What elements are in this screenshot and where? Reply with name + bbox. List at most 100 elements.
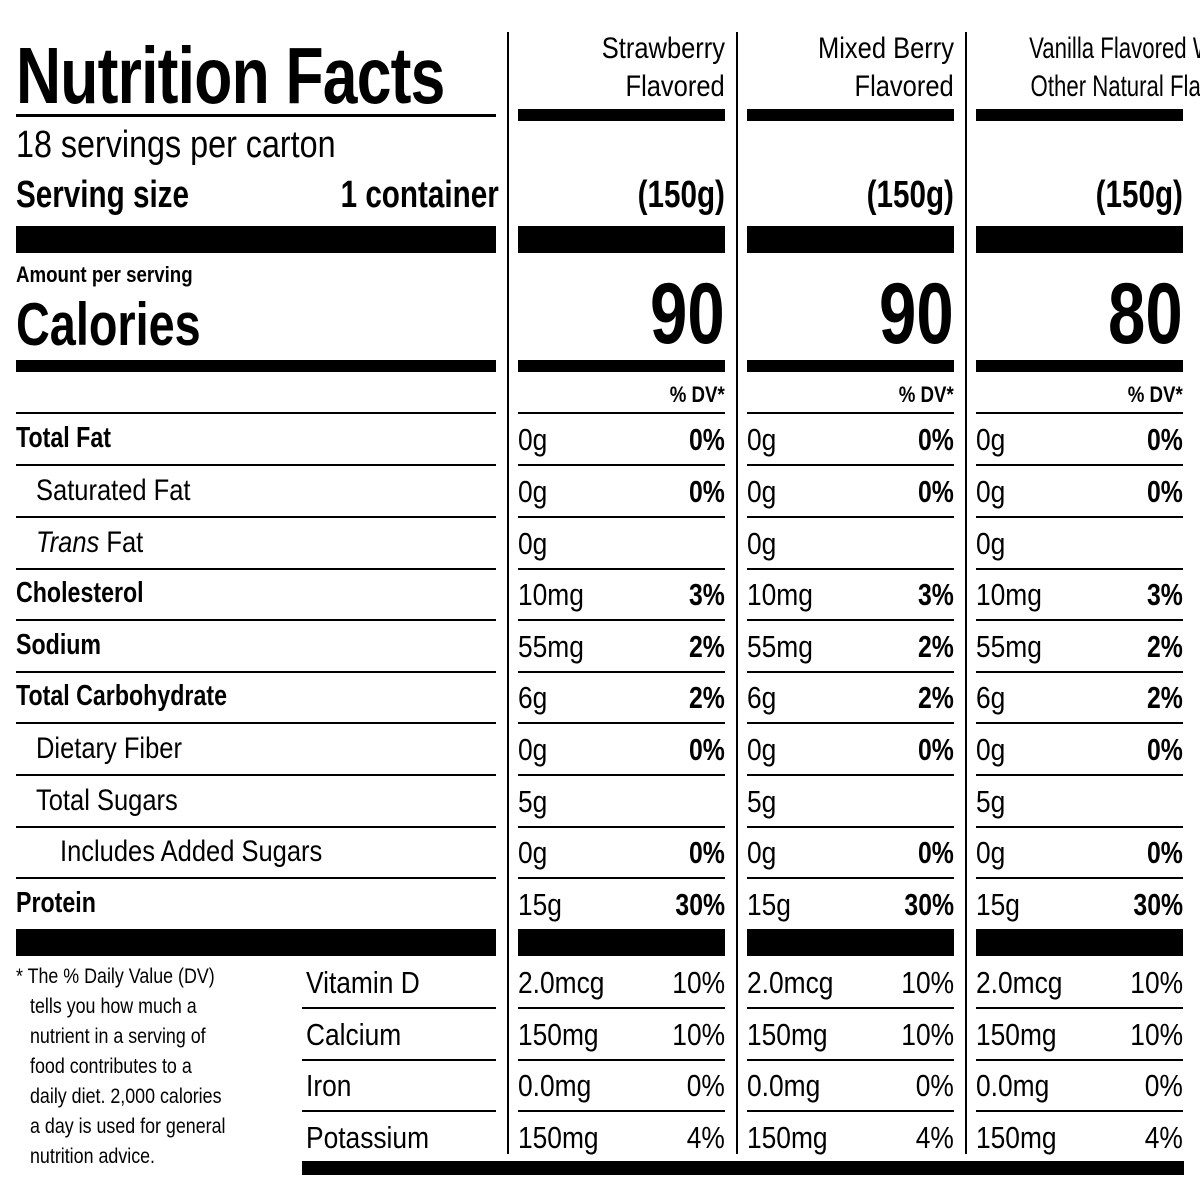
nutrient-amount: 6g [976,680,1006,715]
footnote-line: tells you how much a [30,995,197,1018]
nutrient-amount: 6g [518,680,548,715]
column-separator [736,32,738,1154]
row-rule [976,568,1183,570]
title-text: Nutrition Facts [16,31,445,120]
vitamin-amount: 2.0mcg [976,965,1063,1000]
row-rule [302,1059,496,1061]
nutrient-dv: 3% [918,577,954,612]
nutrient-amount: 0g [976,474,1006,509]
nutrient-dv [747,526,954,562]
row-rule [747,1007,954,1009]
nutrient-amount: 0g [747,526,777,561]
vitamin-amount: 0.0mg [976,1068,1050,1103]
row-rule [976,412,1183,414]
label-title: Nutrition Facts [16,30,565,122]
nutrient-amount: 0g [976,732,1006,767]
nutrient-dv: 0% [918,474,954,509]
title-rule [16,114,496,117]
row-rule [518,877,725,879]
nutrient-dv [976,784,1183,820]
nutrient-dv [976,526,1183,562]
nutrient-amount: 0g [747,835,777,870]
vitamin-label: Potassium [306,1120,430,1155]
serving-weight: (150g) [637,174,725,216]
nutrient-dv [747,784,954,820]
row-rule [518,671,725,673]
row-rule [747,1059,954,1061]
vitamin-label: Vitamin D [306,965,420,1000]
footnote-line: nutrient in a serving of [30,1025,206,1048]
nutrient-dv [518,784,725,820]
row-rule [518,826,725,828]
vitamin-dv: 0% [1144,1068,1183,1103]
nutrient-amount: 55mg [747,629,813,664]
vitamin-amount: 150mg [976,1120,1057,1155]
vitamin-amount: 2.0mcg [518,965,605,1000]
nutrient-amount: 0g [518,835,548,870]
vitamin-amount: 150mg [518,1017,599,1052]
nutrient-dv: 2% [918,680,954,715]
row-rule [16,412,496,414]
nutrient-amount: 15g [747,887,791,922]
nutrient-amount: 15g [518,887,562,922]
nutrient-amount: 55mg [976,629,1042,664]
nutrient-dv: 0% [689,835,725,870]
nutrient-dv: 0% [918,835,954,870]
vitamin-amount: 150mg [747,1017,828,1052]
nutrient-dv: 0% [1147,422,1183,457]
row-rule [16,826,496,828]
thick-rule-top [518,226,725,253]
dv-header: % DV* [898,382,954,407]
vitamin-dv: 10% [901,1017,954,1052]
nutrient-dv: 0% [689,474,725,509]
row-rule [747,516,954,518]
row-rule [747,877,954,879]
serving-size-value: 1 container [340,174,499,216]
nutrient-label: Dietary Fiber [36,732,182,765]
flavor-name-line2: Flavored [625,70,725,103]
vitamin-amount: 0.0mg [747,1068,821,1103]
row-rule [518,568,725,570]
calories-value: 90 [879,266,954,362]
footnote-line: nutrition advice. [30,1145,156,1168]
row-rule [16,774,496,776]
nutrient-amount: 5g [976,784,1006,819]
flavor-name-line1: Vanilla Flavored With [1029,32,1200,65]
row-rule [16,877,496,879]
nutrient-amount: 0g [976,526,1006,561]
footnote-line: daily diet. 2,000 calories [30,1085,222,1108]
header-rule [976,109,1183,121]
row-rule [16,516,496,518]
nutrient-amount: 0g [747,474,777,509]
nutrient-label: Includes Added Sugars [60,835,323,868]
vitamin-amount: 150mg [976,1017,1057,1052]
row-rule [976,671,1183,673]
row-rule [16,464,496,466]
row-rule [302,1007,496,1009]
row-rule [976,722,1183,724]
row-rule [518,1110,725,1112]
nutrient-amount: 0g [747,422,777,457]
nutrient-label: Total Sugars [36,784,178,817]
serving-weight: (150g) [1095,174,1183,216]
amount-per-serving: Amount per serving [16,262,193,287]
vitamin-amount: 150mg [747,1120,828,1155]
thick-rule-bottom [518,929,725,956]
nutrient-dv: 0% [1147,474,1183,509]
row-rule [976,774,1183,776]
vitamin-amount: 150mg [518,1120,599,1155]
medium-rule [747,360,954,372]
row-rule [976,619,1183,621]
nutrient-amount: 0g [747,732,777,767]
nutrient-amount: 0g [976,422,1006,457]
thick-rule-top [976,226,1183,253]
vitamin-dv: 10% [1130,1017,1183,1052]
nutrient-label: Saturated Fat [36,474,191,507]
nutrient-dv: 2% [1147,680,1183,715]
nutrient-amount: 6g [747,680,777,715]
medium-rule [16,360,496,372]
row-rule [976,1059,1183,1061]
nutrient-label: Trans Fat [36,526,144,559]
nutrient-label: Cholesterol [16,577,144,609]
header-rule [518,109,725,121]
